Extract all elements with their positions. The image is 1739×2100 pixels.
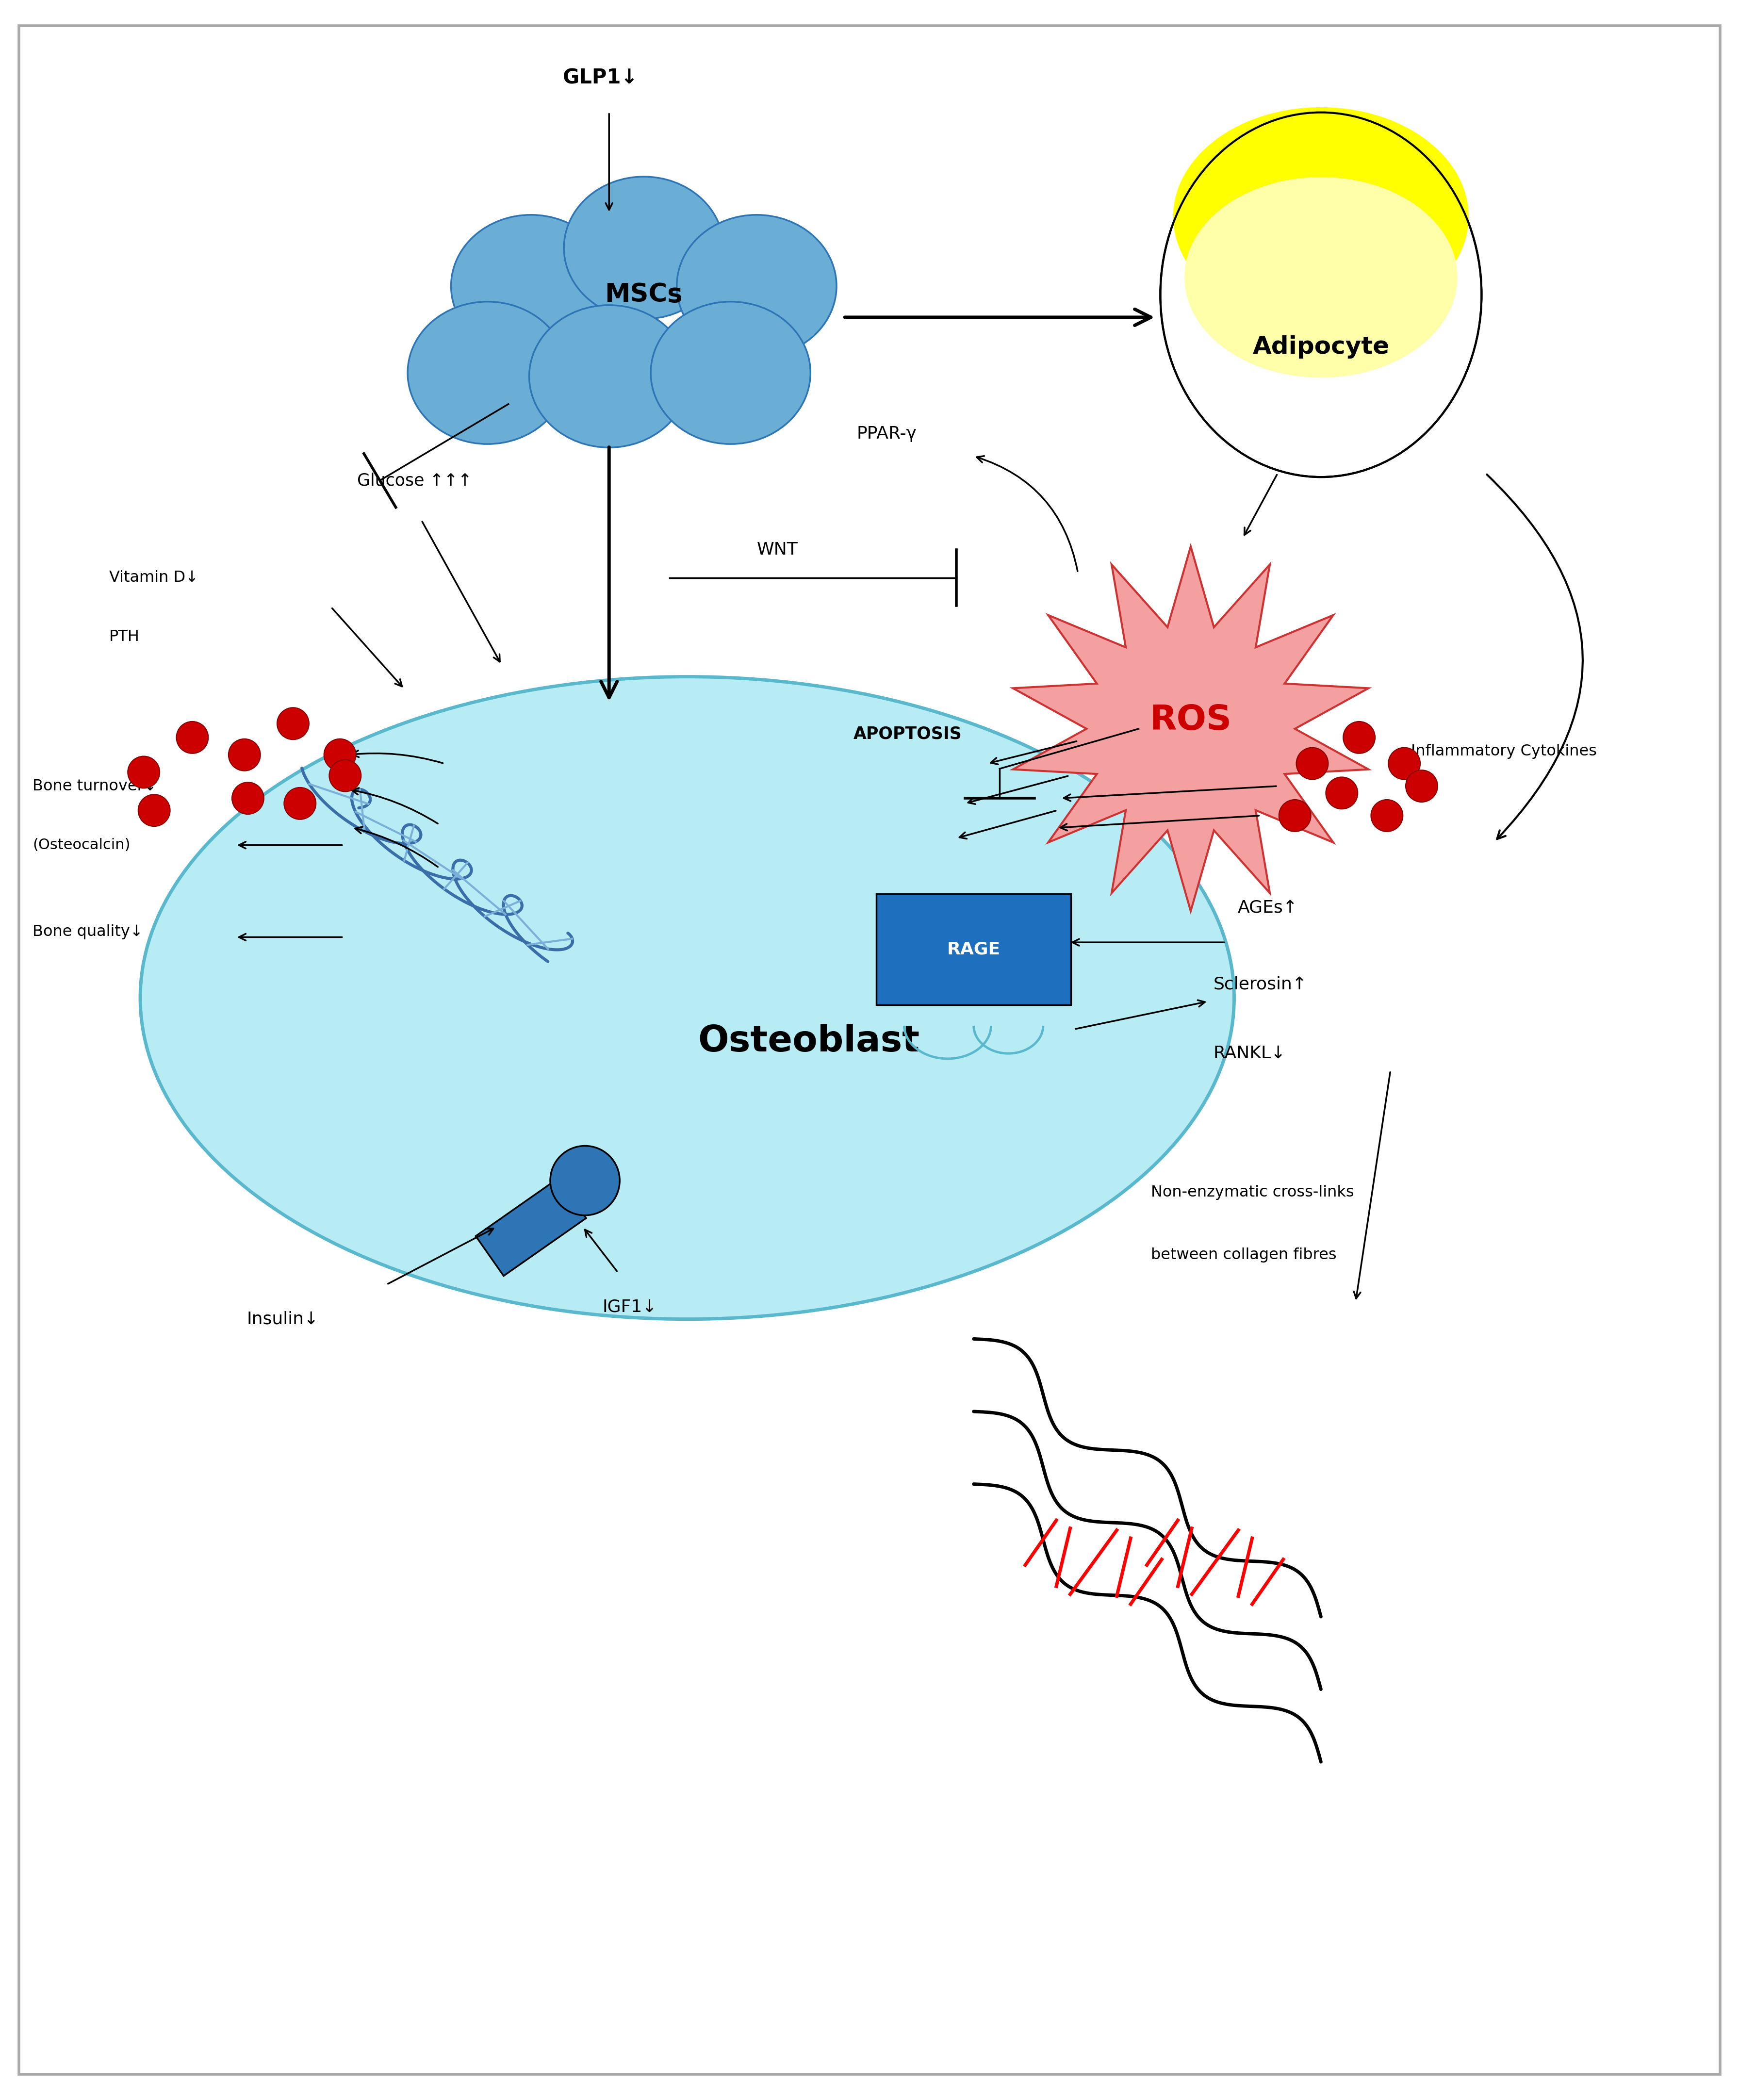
Text: Inflammatory Cytokines: Inflammatory Cytokines (1412, 743, 1596, 758)
Text: Vitamin D↓: Vitamin D↓ (110, 571, 198, 586)
Circle shape (323, 739, 356, 771)
Circle shape (1325, 777, 1358, 808)
Text: Bone quality↓: Bone quality↓ (33, 924, 143, 939)
Circle shape (283, 788, 316, 819)
Text: ROS: ROS (1149, 704, 1231, 737)
Circle shape (176, 722, 209, 754)
Text: (Osteocalcin): (Osteocalcin) (33, 838, 130, 853)
Text: RANKL↓: RANKL↓ (1214, 1046, 1285, 1063)
Text: Insulin↓: Insulin↓ (247, 1310, 318, 1327)
Text: Sclerosin↑: Sclerosin↑ (1214, 977, 1308, 993)
Text: MSCs: MSCs (605, 281, 683, 307)
Text: GLP1↓: GLP1↓ (563, 67, 638, 88)
Text: APOPTOSIS: APOPTOSIS (854, 727, 962, 741)
Text: Adipocyte: Adipocyte (1252, 336, 1389, 359)
Text: WNT: WNT (756, 542, 798, 559)
Ellipse shape (141, 676, 1235, 1319)
Text: AGEs↑: AGEs↑ (1238, 899, 1297, 916)
Circle shape (1296, 748, 1329, 779)
Text: Non-enzymatic cross-links: Non-enzymatic cross-links (1151, 1184, 1355, 1199)
Ellipse shape (676, 214, 836, 357)
Ellipse shape (529, 304, 689, 447)
Circle shape (1343, 722, 1376, 754)
Circle shape (231, 783, 264, 815)
Circle shape (277, 708, 310, 739)
Ellipse shape (1160, 113, 1482, 477)
Ellipse shape (1174, 107, 1469, 326)
Ellipse shape (450, 214, 610, 357)
Text: PTH: PTH (110, 630, 139, 645)
Circle shape (1278, 800, 1311, 832)
Circle shape (550, 1147, 619, 1216)
Text: Osteoblast: Osteoblast (697, 1023, 920, 1058)
Circle shape (127, 756, 160, 788)
Text: IGF1↓: IGF1↓ (603, 1298, 657, 1315)
Circle shape (228, 739, 261, 771)
Ellipse shape (563, 176, 723, 319)
Polygon shape (476, 1178, 586, 1277)
Circle shape (137, 794, 170, 827)
Polygon shape (1014, 546, 1369, 911)
Ellipse shape (1184, 176, 1457, 378)
Ellipse shape (650, 302, 810, 443)
Text: PPAR-γ: PPAR-γ (857, 426, 916, 441)
Circle shape (1405, 771, 1438, 802)
Circle shape (1370, 800, 1403, 832)
FancyBboxPatch shape (876, 895, 1071, 1006)
Ellipse shape (407, 302, 567, 443)
Circle shape (329, 760, 362, 792)
Text: Bone turnover↓: Bone turnover↓ (33, 779, 157, 794)
Text: between collagen fibres: between collagen fibres (1151, 1247, 1337, 1262)
Text: Glucose ↑↑↑: Glucose ↑↑↑ (356, 472, 473, 489)
Circle shape (1388, 748, 1421, 779)
Text: RAGE: RAGE (948, 941, 1000, 958)
